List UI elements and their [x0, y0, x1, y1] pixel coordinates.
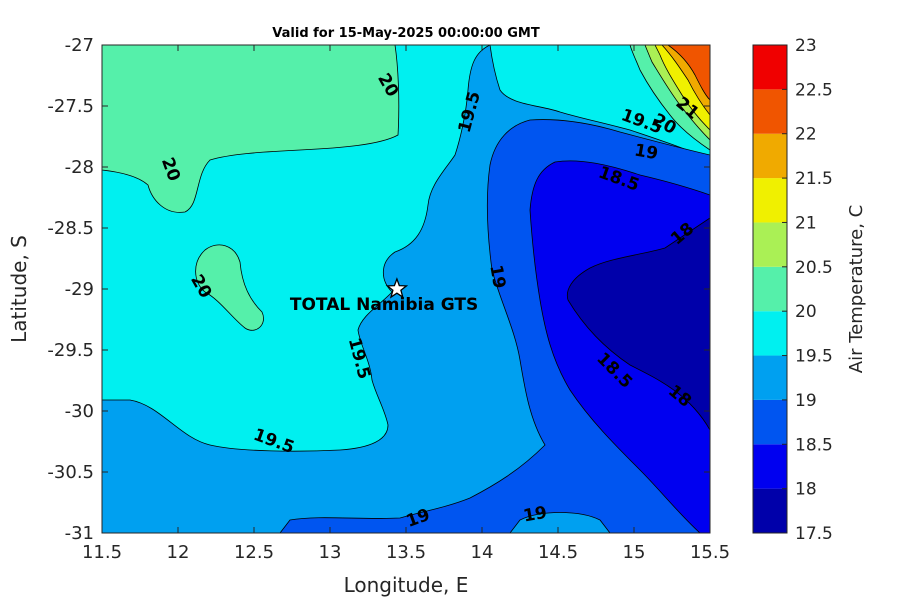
colorbar-swatch [753, 89, 787, 134]
colorbar-tick-label: 18.5 [795, 435, 833, 455]
colorbar-tick-label: 21.5 [795, 169, 833, 189]
y-tick-label: -29 [65, 279, 94, 300]
x-axis-ticks: 11.5 12 12.5 13 13.5 14 14.5 15 15.5 [82, 45, 730, 563]
colorbar-tick-label: 22.5 [795, 80, 833, 100]
colorbar-ticks: 17.5 18 18.5 19 19.5 20 20.5 21 21.5 22 22.5 23 [782, 36, 833, 544]
colorbar-swatch [753, 178, 787, 223]
colorbar-swatch [753, 488, 787, 533]
region-17.5-18 [566, 217, 710, 431]
colorbar-swatch [753, 266, 787, 312]
y-tick-label: -31 [65, 523, 94, 544]
colorbar-swatch [753, 222, 787, 267]
region-22-22.5-ne [667, 45, 710, 101]
contour-label: 19 [485, 263, 509, 290]
colorbar-tick-label: 20 [795, 302, 817, 322]
colorbar-swatch [753, 444, 787, 489]
y-tick-label: -28 [65, 157, 94, 178]
colorbar-swatch [753, 45, 787, 90]
x-tick-label: 15.5 [690, 542, 730, 563]
y-axis-ticks: -27 -27.5 -28 -28.5 -29 -29.5 -30 -30.5 -31 [47, 35, 710, 544]
colorbar-swatch [753, 355, 787, 400]
colorbar-tick-label: 17.5 [795, 524, 833, 544]
x-axis-label: Longitude, E [344, 573, 469, 597]
x-tick-label: 15 [623, 542, 646, 563]
x-tick-label: 12.5 [234, 542, 274, 563]
x-tick-label: 11.5 [82, 542, 122, 563]
x-tick-label: 12 [167, 542, 190, 563]
y-tick-label: -30 [65, 401, 94, 422]
x-tick-label: 14.5 [538, 542, 578, 563]
y-tick-label: -28.5 [47, 218, 94, 239]
y-tick-label: -29.5 [47, 340, 94, 361]
colorbar-tick-label: 21 [795, 213, 817, 233]
colorbar [752, 44, 788, 534]
station-marker: TOTAL Namibia GTS [290, 277, 478, 315]
colorbar-tick-label: 18 [795, 480, 817, 500]
x-tick-label: 13 [319, 542, 342, 563]
colorbar-tick-label: 23 [795, 36, 817, 56]
station-star-icon [385, 277, 409, 299]
chart-title: Valid for 15-May-2025 00:00:00 GMT [272, 26, 540, 41]
contour-label: 19 [633, 140, 660, 164]
y-tick-label: -27.5 [47, 96, 94, 117]
y-axis-label: Latitude, S [7, 235, 31, 343]
x-tick-label: 14 [471, 542, 494, 563]
colorbar-tick-label: 19.5 [795, 347, 833, 367]
colorbar-tick-label: 20.5 [795, 258, 833, 278]
colorbar-swatch [753, 399, 787, 445]
colorbar-tick-label: 22 [795, 125, 817, 145]
colorbar-label: Air Temperature, C [846, 205, 867, 373]
colorbar-swatch [753, 311, 787, 356]
colorbar-tick-label: 19 [795, 391, 817, 411]
station-label: TOTAL Namibia GTS [290, 295, 478, 315]
colorbar-frame [752, 44, 788, 534]
region-20-20.5-island [195, 244, 264, 331]
colorbar-swatch [753, 133, 787, 179]
region-19-19.5-blob [509, 512, 611, 533]
region-20-20.5-nw [102, 45, 400, 213]
y-tick-label: -30.5 [47, 462, 94, 483]
y-tick-label: -27 [65, 35, 94, 56]
contour-label: 19 [522, 503, 549, 527]
x-tick-label: 13.5 [386, 542, 426, 563]
